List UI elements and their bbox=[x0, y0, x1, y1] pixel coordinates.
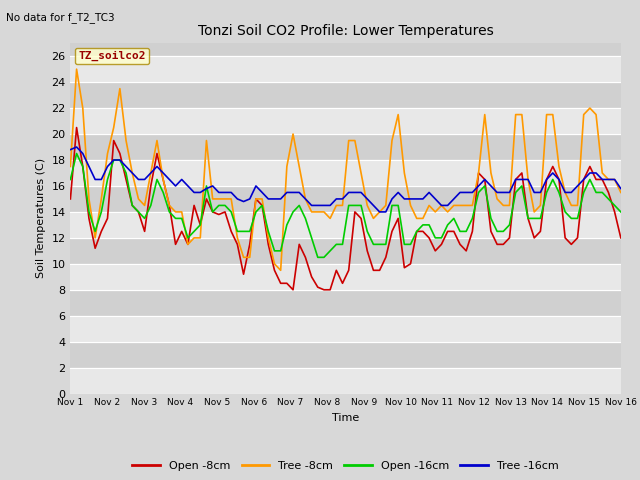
Bar bbox=[70, 212, 621, 238]
Bar bbox=[70, 264, 621, 290]
Bar bbox=[70, 56, 621, 82]
Legend: Open -8cm, Tree -8cm, Open -16cm, Tree -16cm: Open -8cm, Tree -8cm, Open -16cm, Tree -… bbox=[128, 457, 563, 476]
Bar bbox=[70, 368, 621, 394]
Bar bbox=[70, 108, 621, 134]
Bar bbox=[70, 316, 621, 342]
X-axis label: Time: Time bbox=[332, 413, 359, 423]
Title: Tonzi Soil CO2 Profile: Lower Temperatures: Tonzi Soil CO2 Profile: Lower Temperatur… bbox=[198, 24, 493, 38]
Bar bbox=[70, 160, 621, 186]
Text: No data for f_T2_TC3: No data for f_T2_TC3 bbox=[6, 12, 115, 23]
Y-axis label: Soil Temperatures (C): Soil Temperatures (C) bbox=[36, 158, 45, 278]
